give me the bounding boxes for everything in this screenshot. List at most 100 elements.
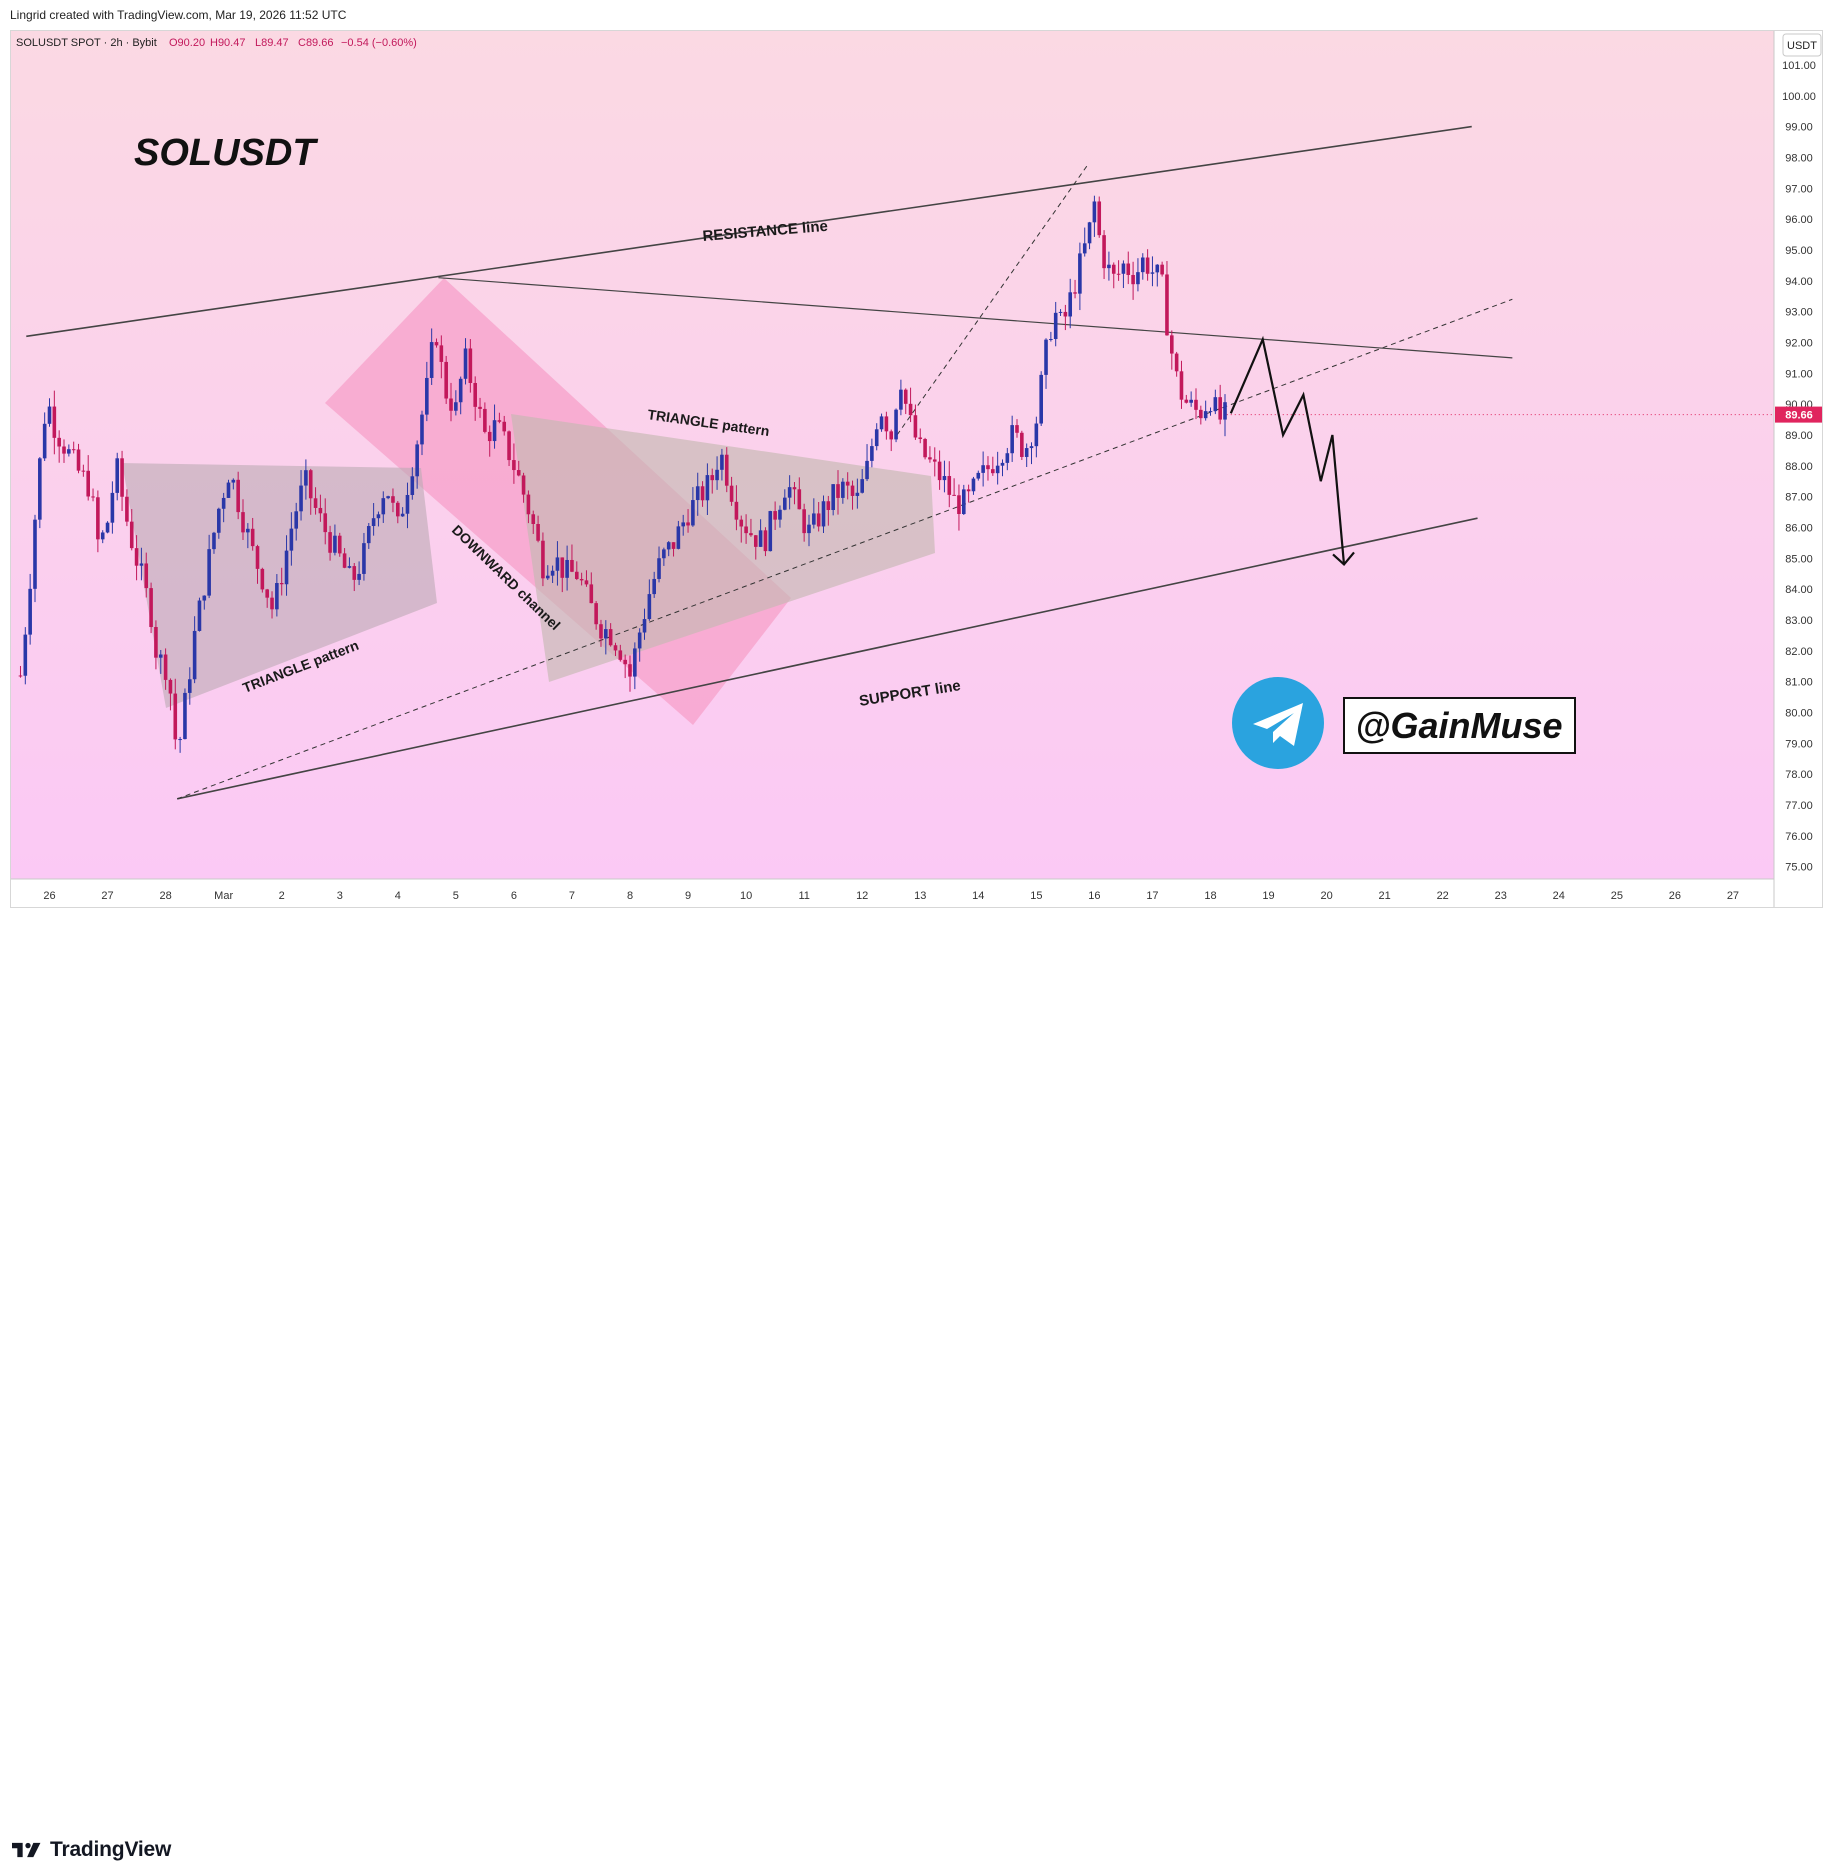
candle-body [192,630,197,680]
candle-body [284,550,289,585]
time-tick-label: 5 [453,890,459,902]
candle-body [845,481,850,486]
candle-body [570,559,574,572]
candle-body [966,489,971,492]
legend-open: O90.20 [169,37,205,49]
candle-body [265,589,269,598]
candle-body [400,513,405,517]
candle-body [38,458,42,520]
candle-body [937,461,942,481]
currency-button[interactable]: USDT [1782,33,1822,57]
candle-body [473,382,477,407]
price-chart[interactable]: SOLUSDT RESISTANCE line SUPPORT line DOW… [11,31,1823,908]
candle-body [1203,411,1208,419]
candle-body [328,532,332,553]
candle-body [217,508,221,533]
candle-body [1053,312,1058,340]
candle-body [700,486,705,501]
candle-body [139,563,144,566]
candle-body [623,659,627,665]
candle-body [1174,353,1179,372]
price-tick-label: 83.00 [1785,615,1813,627]
candle-body [1194,399,1198,410]
time-tick-label: 2 [279,890,285,902]
candle-body [236,479,240,513]
candle-body [686,522,690,526]
candle-body [1034,423,1039,447]
candle-body [42,423,47,459]
candle-body [976,472,981,479]
footer: TradingView [0,908,1835,1861]
candle-body [163,654,168,680]
candle-body [928,457,932,460]
candle-body [47,406,52,424]
candle-body [918,437,923,439]
candle-body [1097,201,1102,236]
candle-body [758,530,763,547]
candle-body [865,460,869,480]
candle-body [439,345,444,362]
handle-text: @GainMuse [1355,705,1562,746]
candle-body [52,406,57,438]
price-tick-label: 95.00 [1785,245,1813,257]
candle-body [613,645,618,651]
handle-box [1343,697,1576,754]
candle-body [507,431,511,461]
candle-body [1058,311,1063,313]
candle-body [1068,292,1073,317]
candle-body [1107,264,1111,269]
candle-body [720,454,724,470]
candle-body [299,485,303,512]
candle-body [715,469,719,481]
candle-body [1005,453,1010,463]
price-tick-label: 94.00 [1785,276,1813,288]
candle-body [536,523,540,541]
candle-body [1223,402,1227,420]
candle-body [115,458,120,493]
candle-body [86,470,90,497]
legend-close: C89.66 [298,37,333,49]
candle-body [342,553,347,568]
candle-body [521,475,526,495]
candle-body [1082,243,1087,254]
candle-body [744,526,748,534]
candle-body [516,470,521,476]
candle-body [76,449,81,471]
candle-body [826,501,831,511]
candle-body [589,584,594,604]
candle-body [294,511,299,529]
candle-body [1184,399,1189,403]
candle-body [444,361,448,399]
candle-body [173,693,178,740]
candle-body [168,679,173,694]
candle-body [739,519,744,527]
candle-body [734,501,739,520]
candle-body [415,444,419,477]
candle-body [91,496,95,498]
candle-body [604,629,608,639]
time-axis[interactable]: 26 27 28 Mar 2 3 4 5 6 7 8 9 10 11 12 13 14 15 16 17 18 19 20 2… [43,890,1739,902]
candle-body [541,540,545,579]
tradingview-logo[interactable]: TradingView [12,1838,171,1862]
candle-body [212,532,216,550]
candle-body [550,570,555,576]
time-tick-label: 12 [856,890,868,902]
candle-body [836,484,840,498]
chart-frame[interactable]: SOLUSDT RESISTANCE line SUPPORT line DOW… [10,30,1823,908]
time-tick-label: Mar [214,890,233,902]
candle-body [1116,273,1121,275]
candle-body [323,513,328,533]
candle-body [594,603,598,625]
time-tick-label: 25 [1611,890,1623,902]
candle-body [197,600,202,631]
candle-body [671,542,676,549]
candle-body [932,459,937,462]
currency-label[interactable]: USDT [1787,40,1817,52]
candle-body [279,583,284,585]
time-tick-label: 27 [101,890,113,902]
time-tick-label: 24 [1553,890,1565,902]
candle-body [110,492,115,523]
candle-body [908,403,913,416]
price-tick-label: 82.00 [1785,646,1813,658]
time-tick-label: 28 [159,890,171,902]
